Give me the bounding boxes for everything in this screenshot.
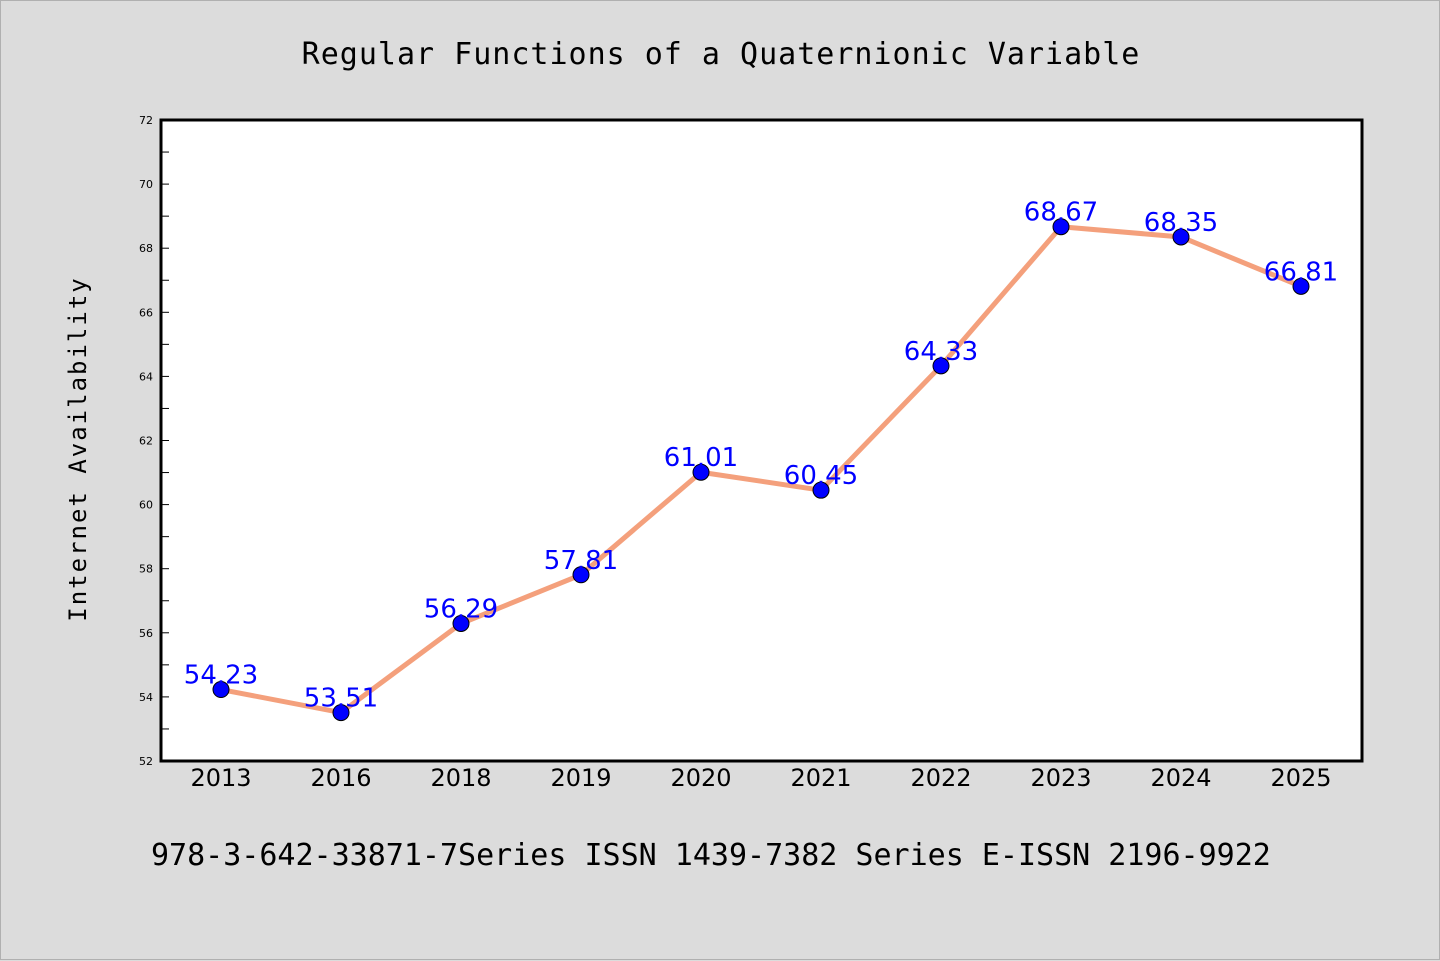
data-point [332, 704, 350, 722]
y-tick-label: 58 [139, 563, 153, 576]
series-line-segment [938, 224, 1064, 369]
series-line-segment [1178, 234, 1304, 289]
x-tick-label: 2022 [910, 764, 971, 792]
series-line-segment [698, 469, 824, 493]
chart-title: Regular Functions of a Quaternionic Vari… [302, 37, 1141, 72]
series-line-segment [818, 363, 944, 493]
y-tick-label: 52 [139, 755, 153, 768]
data-point [1172, 228, 1190, 246]
y-tick-label: 56 [139, 627, 153, 640]
series-line-segment [338, 621, 464, 716]
x-tick-label: 2023 [1030, 764, 1091, 792]
y-tick-label: 54 [139, 691, 153, 704]
y-axis-label: Internet Availability [64, 276, 92, 621]
data-point [1052, 218, 1070, 236]
y-tick-label: 70 [139, 178, 153, 191]
data-label: 66.81 [1264, 257, 1338, 287]
x-tick-label: 2019 [550, 764, 611, 792]
data-label: 53.51 [304, 684, 378, 714]
data-point [812, 481, 830, 499]
data-point [572, 566, 590, 584]
data-labels: 54.23 53.51 56.29 57.81 61.01 60.45 64.33 68.67… [184, 198, 1338, 714]
series-line-segment [1058, 224, 1184, 240]
data-point [692, 463, 710, 481]
data-point [932, 357, 950, 375]
x-tick-label: 2020 [670, 764, 731, 792]
data-label: 57.81 [544, 546, 618, 576]
data-label: 64.33 [904, 337, 978, 367]
x-tick-label: 2021 [790, 764, 851, 792]
data-point [212, 681, 230, 699]
data-label: 68.67 [1024, 198, 1098, 228]
x-tick-label: 2024 [1150, 764, 1211, 792]
series-line-group [218, 224, 1304, 716]
y-tick-label: 72 [139, 114, 153, 127]
series-line-segment [458, 572, 584, 627]
x-tick-label: 2025 [1270, 764, 1331, 792]
data-label: 68.35 [1144, 208, 1218, 238]
data-point [1292, 277, 1310, 295]
y-tick-label: 60 [139, 499, 153, 512]
y-tick-label: 68 [139, 242, 153, 255]
series-line-segment [218, 687, 344, 716]
data-label: 60.45 [784, 461, 858, 491]
y-tick-label: 64 [139, 370, 153, 383]
y-tick-label: 62 [139, 435, 153, 448]
x-tick-label: 2013 [190, 764, 251, 792]
x-axis-ticks: 2013 2016 2018 2019 2020 2021 2022 2023 2024 2025 [190, 764, 1331, 792]
data-label: 56.29 [424, 595, 498, 625]
series-line-segment [578, 469, 704, 578]
footer-isbn-text: 978-3-642-33871-7Series ISSN 1439-7382 S… [151, 838, 1271, 873]
y-tick-label: 66 [139, 306, 153, 319]
data-label: 61.01 [664, 443, 738, 473]
plot-area [159, 118, 1364, 763]
x-tick-label: 2016 [310, 764, 371, 792]
y-axis-ticks: 52 54 56 58 60 62 64 66 68 70 72 [139, 114, 169, 768]
x-tick-label: 2018 [430, 764, 491, 792]
data-point [452, 615, 470, 633]
data-label: 54.23 [184, 661, 258, 691]
data-markers [212, 218, 1310, 722]
